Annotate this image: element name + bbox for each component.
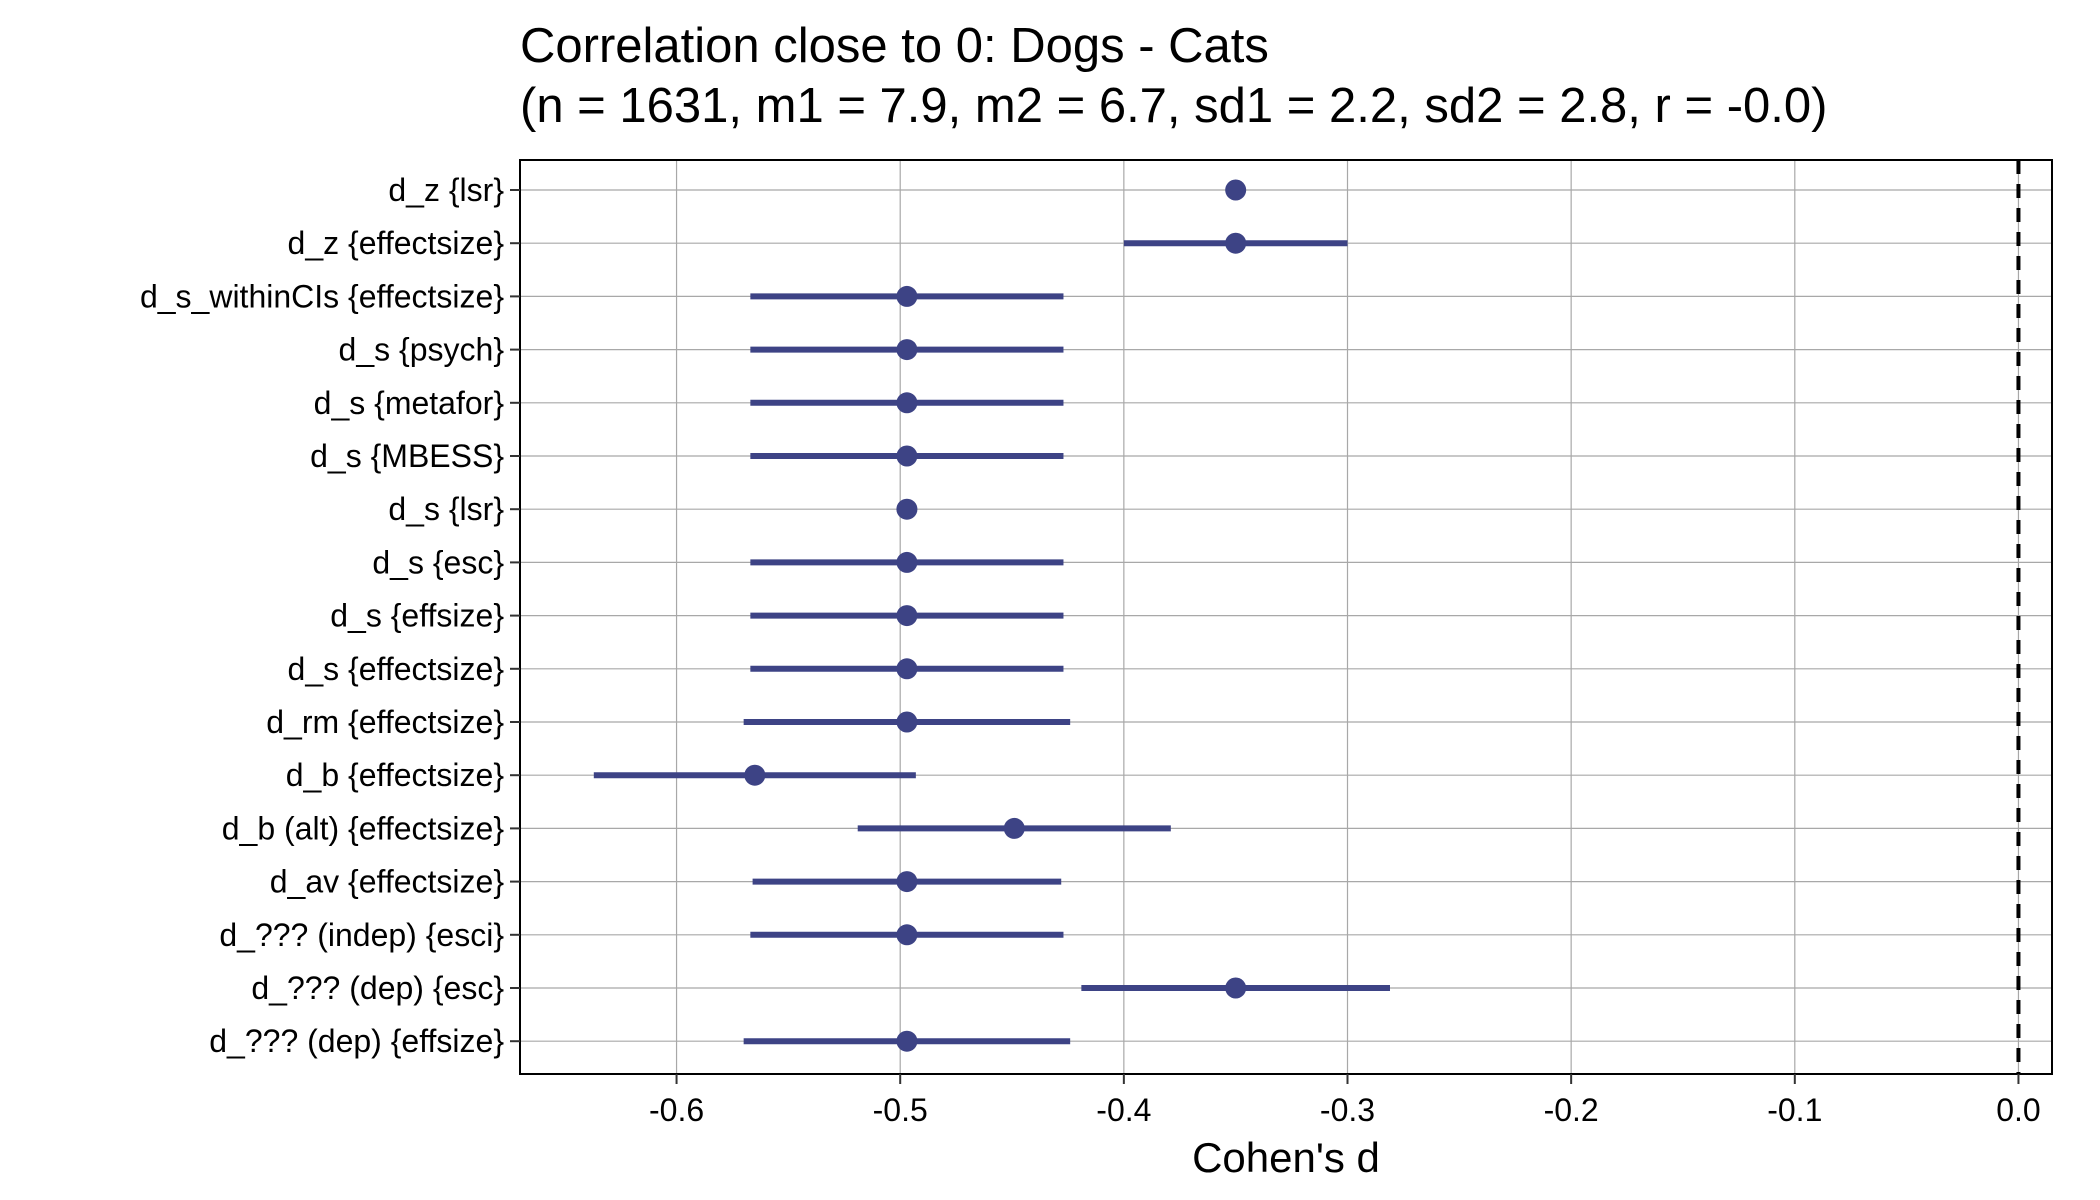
row-mark-2 (1123, 232, 1348, 254)
y-tick-label: d_z {effectsize} (288, 225, 505, 261)
y-tick-label: d_av {effectsize} (270, 864, 505, 900)
y-tick-label: d_s {lsr} (388, 491, 504, 527)
row-mark-15 (750, 924, 1064, 946)
y-tick-label: d_s {effectsize} (288, 651, 505, 687)
x-tick-label: 0.0 (1996, 1092, 2040, 1128)
point-estimate (896, 871, 918, 893)
row-mark-9 (750, 605, 1064, 627)
y-axis: d_z {lsr} d_z {effectsize} d_s_withinCIs {… (140, 172, 520, 1059)
chart-title-line-2: (n = 1631, m1 = 7.9, m2 = 6.7, sd1 = 2.2… (520, 79, 1828, 133)
y-tick-label: d_s {esc} (372, 544, 504, 580)
y-tick-label: d_??? (indep) {esci} (219, 917, 504, 953)
row-mark-14 (752, 871, 1062, 893)
row-mark-6 (750, 445, 1064, 467)
x-tick-label: -0.2 (1544, 1092, 1599, 1128)
point-estimate (896, 285, 918, 307)
y-tick-label: d_s {effsize} (330, 598, 504, 634)
panel-frame (519, 159, 2053, 1075)
point-estimate (896, 392, 918, 414)
y-tick-label: d_rm {effectsize} (266, 704, 504, 740)
point-estimate (896, 658, 918, 680)
row-mark-10 (750, 658, 1064, 680)
point-estimate (1225, 179, 1247, 201)
point-estimate (1225, 977, 1247, 999)
row-mark-1 (1225, 179, 1247, 201)
y-tick-label: d_b {effectsize} (286, 757, 505, 793)
marks-layer (593, 179, 1390, 1052)
y-tick-label: d_??? (dep) {effsize} (209, 1023, 504, 1059)
point-estimate (1225, 232, 1247, 254)
point-estimate (896, 711, 918, 733)
row-mark-4 (750, 339, 1064, 361)
y-tick-label: d_??? (dep) {esc} (251, 970, 504, 1006)
point-estimate (896, 1030, 918, 1052)
grid-layer (520, 160, 2052, 1074)
point-estimate (896, 605, 918, 627)
x-tick-label: -0.5 (873, 1092, 928, 1128)
point-estimate (744, 764, 766, 786)
x-tick-label: -0.4 (1096, 1092, 1151, 1128)
point-estimate (896, 498, 918, 520)
chart-title-line-1: Correlation close to 0: Dogs - Cats (520, 19, 1269, 73)
row-mark-12 (593, 764, 916, 786)
x-tick-label: -0.3 (1320, 1092, 1375, 1128)
point-estimate (896, 551, 918, 573)
x-tick-label: -0.1 (1767, 1092, 1822, 1128)
x-axis: -0.6 -0.5 -0.4 -0.3 -0.2 -0.1 0.0 (649, 1074, 2041, 1128)
row-mark-16 (1081, 977, 1390, 999)
row-mark-11 (743, 711, 1071, 733)
x-tick-label: -0.6 (649, 1092, 704, 1128)
x-axis-title: Cohen's d (1192, 1134, 1380, 1181)
y-tick-label: d_b (alt) {effectsize} (222, 810, 505, 846)
point-estimate (896, 445, 918, 467)
point-estimate (896, 339, 918, 361)
row-mark-3 (750, 285, 1064, 307)
y-tick-label: d_z {lsr} (388, 172, 504, 208)
point-estimate (1003, 817, 1025, 839)
y-tick-label: d_s_withinCIs {effectsize} (140, 278, 504, 314)
panel-background (520, 160, 2052, 1074)
point-estimate (896, 924, 918, 946)
row-mark-5 (750, 392, 1064, 414)
row-mark-13 (857, 817, 1171, 839)
y-tick-label: d_s {MBESS} (310, 438, 504, 474)
y-tick-label: d_s {metafor} (314, 385, 505, 421)
y-tick-label: d_s {psych} (339, 332, 505, 368)
row-mark-7 (896, 498, 918, 520)
row-mark-8 (750, 551, 1064, 573)
row-mark-17 (743, 1030, 1071, 1052)
